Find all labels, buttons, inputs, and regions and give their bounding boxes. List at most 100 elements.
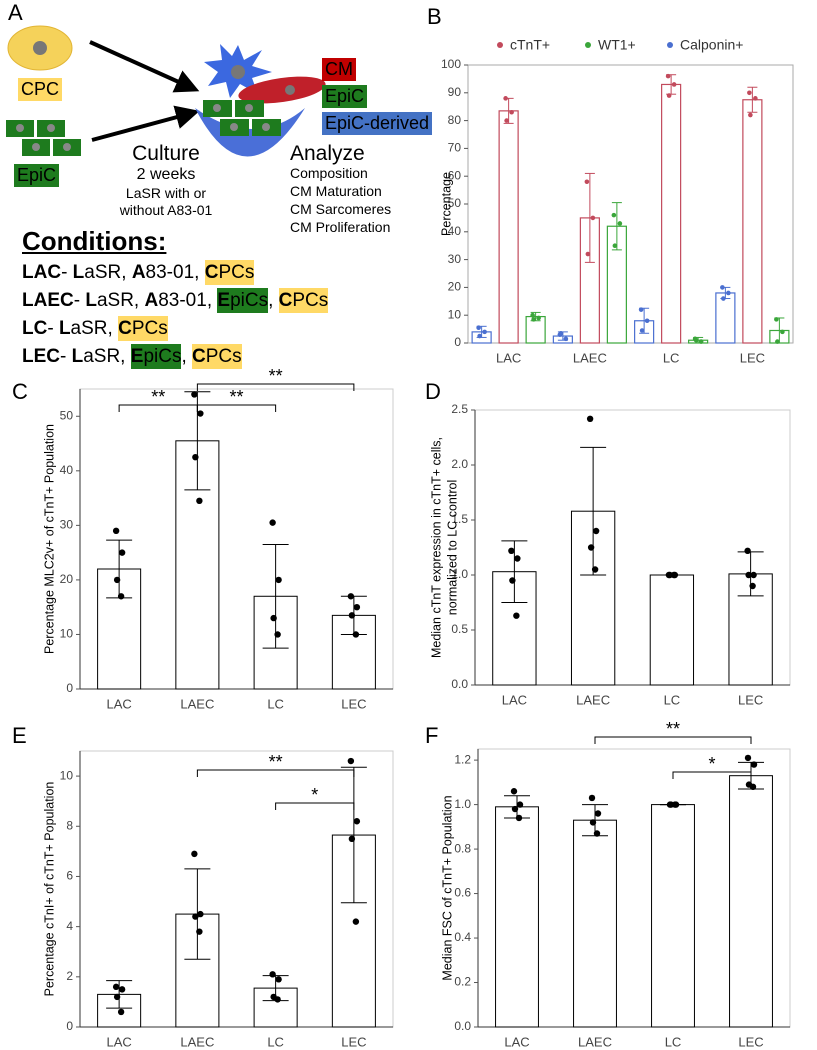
data-point — [584, 179, 590, 185]
significance-bracket — [275, 802, 355, 810]
significance-label: ** — [229, 387, 243, 407]
bar — [498, 110, 519, 344]
x-tick-label: LAC — [504, 1034, 529, 1049]
data-point — [594, 810, 602, 817]
condition-text: , — [181, 346, 193, 367]
y-tick-label: 0.0 — [451, 677, 468, 691]
data-point — [117, 1008, 125, 1016]
data-point — [274, 996, 281, 1003]
y-tick-label: 0 — [66, 1019, 73, 1033]
cm-cell — [238, 76, 326, 104]
y-tick-label: 10 — [60, 627, 74, 641]
y-tick-label: 0 — [454, 335, 461, 349]
y-axis-label: normalized to LC control — [445, 480, 459, 615]
x-tick-label: LEC — [738, 1034, 763, 1049]
data-point — [617, 221, 623, 226]
significance-bracket — [196, 404, 277, 412]
data-point — [275, 576, 282, 584]
data-point — [269, 519, 276, 526]
bar — [729, 775, 773, 1028]
condition-text: C — [278, 288, 293, 313]
data-point — [666, 93, 672, 98]
data-point — [671, 801, 679, 808]
epic-derived-cell — [195, 108, 305, 157]
y-tick-label: 60 — [448, 168, 462, 182]
data-point — [482, 329, 487, 335]
condition-line: LAEC- LaSR, A83-01, EpiCs, CPCs — [22, 288, 329, 313]
y-tick-label: 30 — [60, 518, 74, 532]
data-point — [593, 830, 601, 837]
y-axis-label: Percentage — [439, 172, 453, 236]
data-point — [274, 631, 281, 638]
condition-text: A — [131, 262, 146, 283]
data-point — [197, 410, 204, 417]
data-point — [638, 307, 644, 312]
data-point — [353, 603, 361, 611]
x-tick-label: LAEC — [573, 350, 607, 365]
nucleus — [33, 41, 47, 55]
data-point — [192, 453, 199, 461]
culture-line: 2 weeks — [136, 166, 196, 183]
condition-text: C — [192, 344, 206, 369]
arrow — [91, 105, 200, 142]
data-point — [476, 325, 481, 331]
data-point — [515, 814, 523, 822]
significance-label: ** — [151, 387, 165, 407]
data-point — [775, 339, 780, 344]
condition-text: E — [217, 288, 231, 313]
condition-text: PCs — [218, 260, 255, 285]
cpc-label: CPC — [18, 78, 63, 101]
data-point — [592, 527, 600, 535]
data-point — [558, 330, 564, 336]
condition-line: LEC- LaSR, EpiCs, CPCs — [22, 344, 242, 369]
significance-label: * — [708, 754, 715, 774]
legend-cm: CM — [322, 58, 356, 81]
data-point — [513, 612, 520, 619]
data-point — [588, 794, 596, 802]
significance-bracket — [594, 736, 752, 744]
bar — [742, 99, 763, 344]
epic-label: EpiC — [14, 164, 60, 187]
x-tick-label: LEC — [341, 1034, 366, 1049]
y-tick-label: 20 — [60, 572, 74, 586]
data-point — [698, 339, 704, 344]
data-point — [118, 549, 126, 556]
data-point — [352, 918, 360, 925]
data-point — [726, 290, 731, 296]
condition-text: C — [118, 316, 132, 341]
condition-text: aSR, — [96, 290, 145, 311]
data-point — [720, 285, 725, 290]
significance-bracket — [196, 769, 355, 777]
significance-bracket — [672, 771, 752, 779]
data-point — [586, 415, 594, 422]
plot-frame — [467, 64, 794, 344]
x-tick-label: LEC — [740, 350, 765, 365]
significance-label: ** — [269, 366, 283, 386]
data-point — [191, 391, 198, 398]
y-tick-label: 0 — [66, 681, 73, 695]
x-tick-label: LAEC — [576, 692, 610, 707]
y-tick-label: 90 — [448, 85, 462, 99]
bar — [661, 83, 682, 344]
data-point — [509, 577, 516, 584]
condition-text: - — [60, 346, 72, 367]
y-tick-label: 20 — [448, 280, 462, 294]
condition-text: LAC — [22, 262, 62, 283]
panel-label: A — [8, 0, 23, 25]
x-tick-label: LEC — [341, 696, 366, 711]
data-point — [347, 593, 355, 600]
culture-line: LaSR with or — [125, 185, 207, 201]
y-axis-label: Median FSC of cTnT+ Population — [440, 795, 454, 980]
condition-text: - — [61, 262, 73, 283]
data-point — [563, 336, 569, 342]
culture-line: without A83-01 — [119, 202, 213, 218]
data-point — [639, 328, 645, 333]
condition-text: PCs — [292, 288, 329, 313]
x-tick-label: LAEC — [180, 1034, 214, 1049]
x-tick-label: LAC — [496, 350, 521, 365]
analyze-item: CM Proliferation — [290, 219, 391, 235]
data-point — [477, 333, 482, 339]
data-point — [749, 783, 757, 791]
x-tick-label: LAC — [106, 1034, 131, 1049]
condition-text: - — [73, 290, 86, 311]
